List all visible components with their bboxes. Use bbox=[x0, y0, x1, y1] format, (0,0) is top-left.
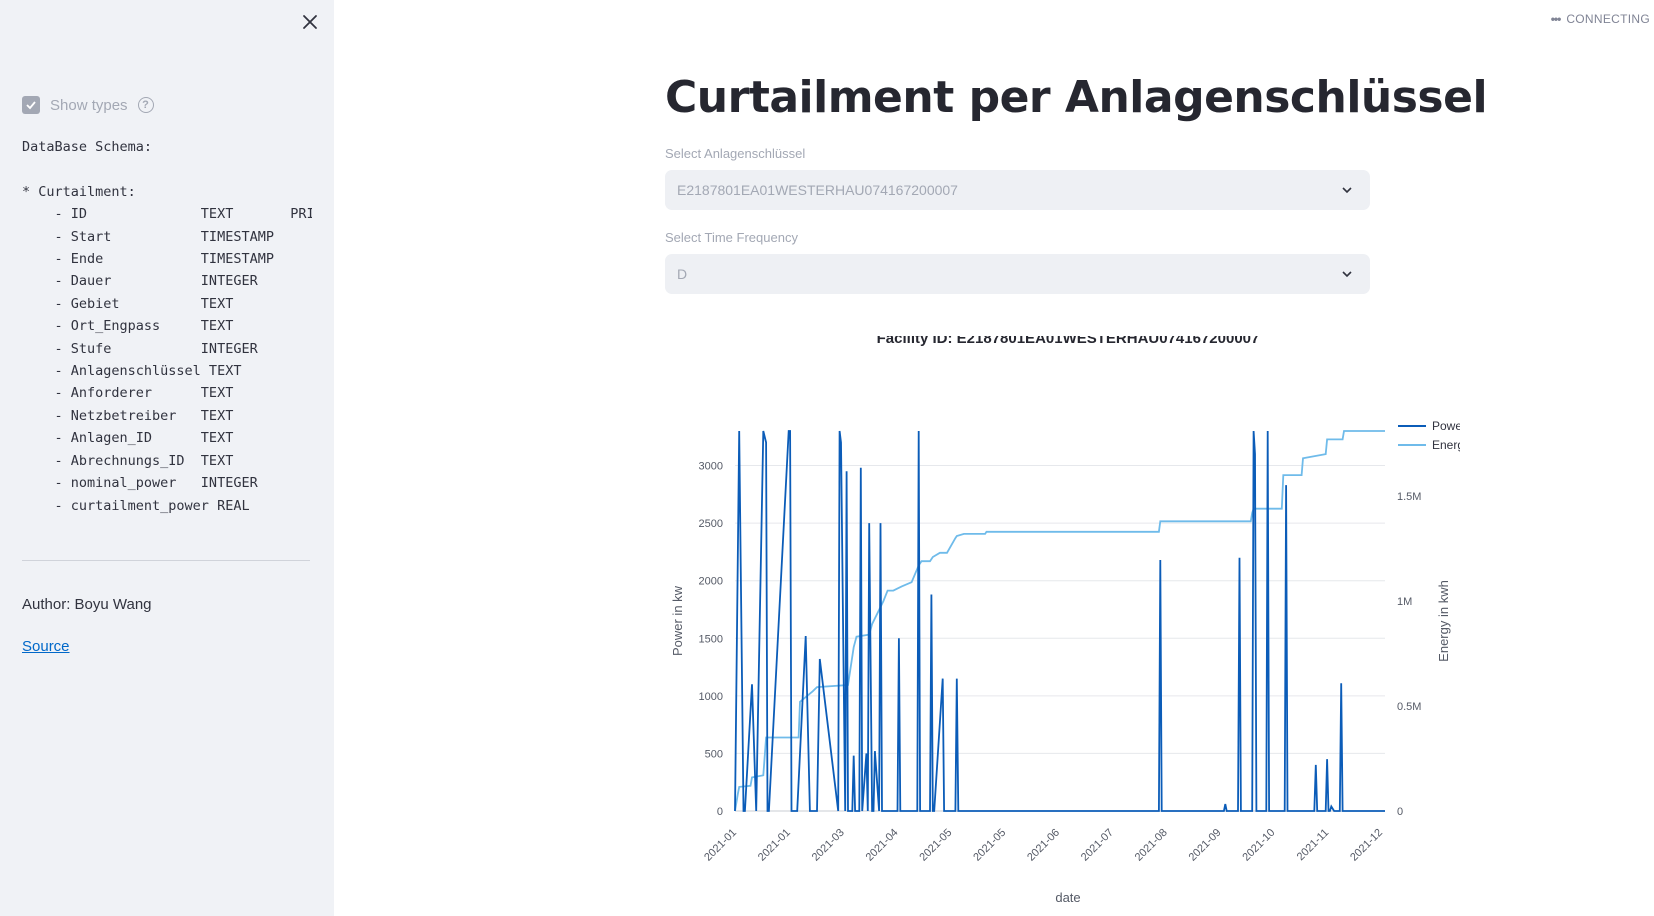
sidebar: Show types ? DataBase Schema: * Curtailm… bbox=[0, 0, 334, 916]
y2-tick-label: 0.5M bbox=[1397, 701, 1421, 713]
checkbox-checked-icon[interactable] bbox=[22, 96, 40, 114]
y-tick-label: 500 bbox=[705, 748, 723, 760]
curtailment-chart[interactable]: Facility ID: E2187801EA01WESTERHAU074167… bbox=[660, 336, 1460, 916]
database-schema-text: DataBase Schema: * Curtailment: - ID TEX… bbox=[22, 139, 312, 514]
x-tick-label: 2021-07 bbox=[1079, 827, 1116, 864]
chevron-down-icon bbox=[1342, 271, 1352, 278]
select-anlagenschluessel[interactable]: E2187801EA01WESTERHAU074167200007 bbox=[665, 170, 1370, 210]
x-tick-label: 2021-05 bbox=[971, 827, 1008, 864]
power-series-line bbox=[734, 430, 1385, 812]
select-time-frequency[interactable]: D bbox=[665, 254, 1370, 294]
close-sidebar-button[interactable] bbox=[298, 10, 322, 34]
y2-axis-label: Energy in kwh bbox=[1436, 580, 1451, 662]
author-text: Author: Boyu Wang bbox=[22, 596, 152, 613]
x-tick-label: 2021-04 bbox=[864, 827, 901, 864]
x-tick-label: 2021-09 bbox=[1187, 827, 1224, 864]
x-tick-label: 2021-01 bbox=[756, 827, 793, 864]
legend-energy-label: Energy bbox=[1432, 438, 1460, 452]
y-tick-label: 2500 bbox=[699, 518, 723, 530]
select-time-frequency-value: D bbox=[677, 266, 688, 282]
y-tick-label: 3000 bbox=[699, 461, 723, 473]
connection-status: ••• CONNECTING bbox=[1551, 12, 1650, 26]
x-tick-label: 2021-01 bbox=[702, 827, 739, 864]
x-tick-label: 2021-12 bbox=[1348, 827, 1385, 864]
y2-tick-label: 1M bbox=[1397, 596, 1412, 608]
sidebar-divider bbox=[22, 560, 310, 561]
show-types-checkbox[interactable]: Show types ? bbox=[22, 96, 154, 114]
energy-series-line bbox=[734, 430, 1385, 812]
close-icon bbox=[303, 15, 317, 29]
x-tick-label: 2021-08 bbox=[1133, 827, 1170, 864]
x-tick-label: 2021-03 bbox=[810, 827, 847, 864]
page-title: Curtailment per Anlagenschlüssel bbox=[665, 72, 1488, 123]
x-axis-label: date bbox=[1055, 890, 1080, 905]
y2-tick-label: 1.5M bbox=[1397, 491, 1421, 503]
x-tick-label: 2021-11 bbox=[1295, 827, 1331, 863]
status-text: CONNECTING bbox=[1566, 12, 1650, 26]
select-anlagenschluessel-value: E2187801EA01WESTERHAU074167200007 bbox=[677, 182, 958, 198]
y-axis-label: Power in kw bbox=[670, 585, 685, 656]
show-types-label: Show types bbox=[50, 96, 128, 114]
y-tick-label: 1000 bbox=[699, 691, 723, 703]
chevron-down-icon bbox=[1342, 187, 1352, 194]
select-anlagenschluessel-label: Select Anlagenschlüssel bbox=[665, 146, 806, 161]
y-tick-label: 0 bbox=[717, 806, 723, 818]
y2-tick-label: 0 bbox=[1397, 806, 1403, 818]
select-time-frequency-label: Select Time Frequency bbox=[665, 230, 798, 245]
y-tick-label: 2000 bbox=[699, 576, 723, 588]
y-tick-label: 1500 bbox=[699, 633, 723, 645]
x-tick-label: 2021-06 bbox=[1025, 827, 1062, 864]
help-icon[interactable]: ? bbox=[137, 97, 154, 113]
legend-power-label: Power bbox=[1432, 419, 1460, 433]
x-tick-label: 2021-10 bbox=[1240, 827, 1277, 864]
chart-title: Facility ID: E2187801EA01WESTERHAU074167… bbox=[877, 336, 1260, 347]
source-link[interactable]: Source bbox=[22, 638, 70, 655]
status-dots-icon: ••• bbox=[1550, 12, 1562, 26]
x-tick-label: 2021-05 bbox=[917, 827, 954, 864]
